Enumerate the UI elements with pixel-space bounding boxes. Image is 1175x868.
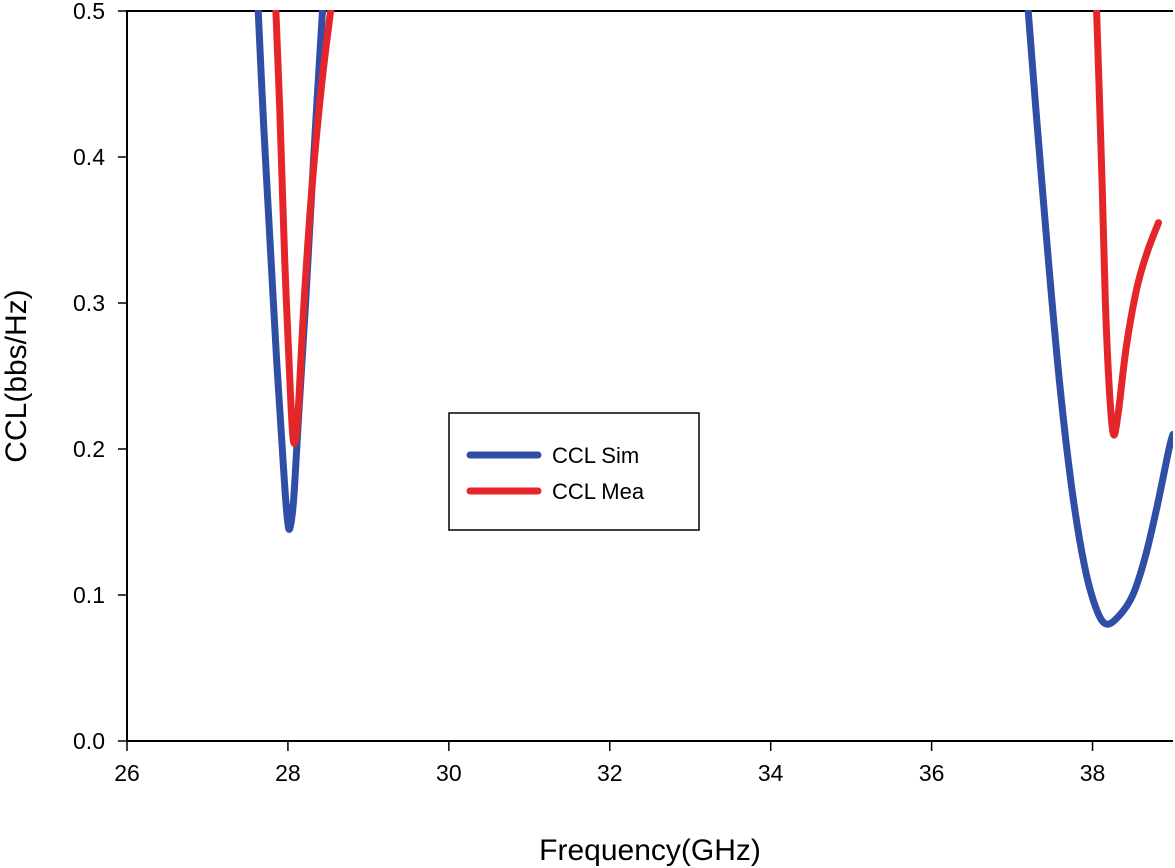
x-tick-label: 34 [758, 760, 784, 786]
series-ccl-mea-curve-1 [272, 10, 335, 448]
series-ccl-sim-curve-2 [1024, 10, 1173, 628]
series-layer [254, 10, 1173, 628]
x-axis-ticks: 26 28 30 32 34 36 38 [114, 741, 1105, 786]
x-tick-label: 36 [919, 760, 945, 786]
y-tick-label: 0.3 [73, 290, 105, 316]
x-axis-title: Frequency(GHz) [539, 834, 761, 867]
series-ccl-mea-curve-2 [1093, 10, 1162, 439]
x-tick-label: 38 [1080, 760, 1106, 786]
y-tick-label: 0.2 [73, 436, 105, 462]
legend-label-ccl-mea: CCL Mea [552, 479, 645, 504]
y-axis-ticks: 0.0 0.1 0.2 0.3 0.4 0.5 [73, 0, 127, 754]
x-tick-label: 28 [275, 760, 301, 786]
x-tick-label: 30 [436, 760, 462, 786]
x-tick-label: 32 [597, 760, 623, 786]
series-ccl-sim-curve-1 [254, 10, 326, 533]
legend-box [448, 412, 700, 531]
y-tick-label: 0.0 [73, 728, 105, 754]
y-tick-label: 0.4 [73, 144, 105, 170]
y-axis-title: CCL(bbs/Hz) [0, 289, 33, 462]
legend-label-ccl-sim: CCL Sim [552, 443, 639, 468]
legend: CCL Sim CCL Mea [448, 412, 700, 531]
x-tick-label: 26 [114, 760, 140, 786]
y-tick-label: 0.1 [73, 582, 105, 608]
y-tick-label: 0.5 [73, 0, 105, 24]
